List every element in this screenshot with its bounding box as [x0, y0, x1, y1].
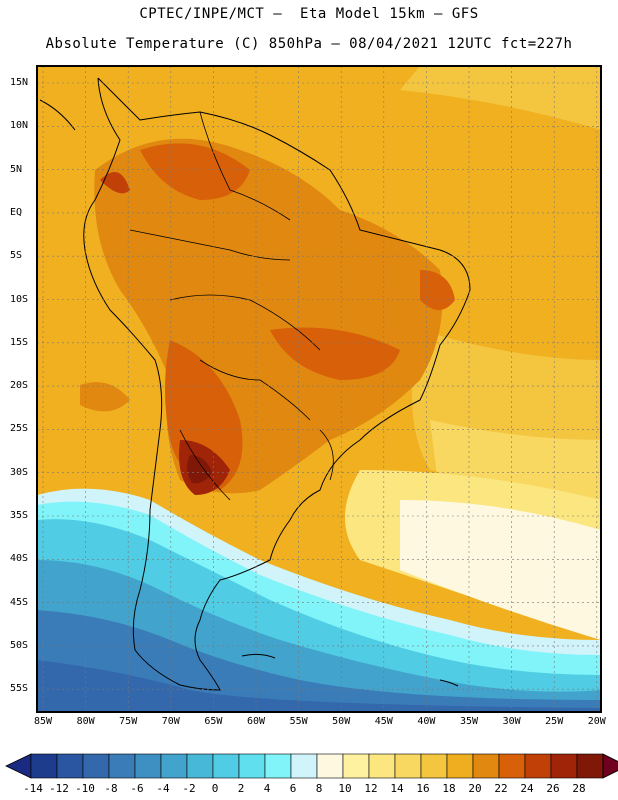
- colorbar-under-triangle: [5, 753, 32, 779]
- colorbar-swatch: [524, 753, 552, 779]
- colorbar-swatch: [238, 753, 266, 779]
- latitude-label: 15S: [10, 336, 29, 348]
- colorbar-tick-label: 8: [315, 782, 323, 795]
- colorbar-tick-label: 14: [390, 782, 404, 795]
- latitude-label: EQ: [10, 206, 23, 218]
- colorbar-swatch: [134, 753, 162, 779]
- colorbar-tick-label: 20: [468, 782, 482, 795]
- colorbar-tick-label: 22: [494, 782, 508, 795]
- colorbar-tick-label: 4: [263, 782, 271, 795]
- colorbar-swatch: [368, 753, 396, 779]
- latitude-label: 45S: [10, 596, 29, 608]
- colorbar-tick-label: -2: [182, 782, 196, 795]
- colorbar-swatch: [212, 753, 240, 779]
- longitude-label: 85W: [33, 716, 53, 727]
- longitude-label: 55W: [289, 716, 308, 727]
- longitude-label: 45W: [374, 716, 393, 727]
- colorbar-tick-label: 24: [520, 782, 534, 795]
- latitude-label: 50S: [10, 639, 29, 651]
- colorbar-swatch: [108, 753, 136, 779]
- longitude-label: 75W: [119, 716, 138, 727]
- colorbar-swatch: [550, 753, 578, 779]
- colorbar-swatch: [316, 753, 344, 779]
- country-borders: [129, 111, 334, 501]
- colorbar-swatch: [394, 753, 422, 779]
- colorbar-tick-label: -14: [23, 782, 43, 795]
- longitude-label: 65W: [204, 716, 223, 727]
- map-frame: [36, 65, 602, 713]
- colorbar-tick-label: 26: [546, 782, 560, 795]
- colorbar-tick-label: -8: [104, 782, 118, 795]
- colorbar-swatch: [82, 753, 110, 779]
- latitude-label: 30S: [10, 466, 29, 478]
- latitude-label: 10S: [10, 293, 29, 305]
- colorbar-tick-label: -4: [156, 782, 170, 795]
- colorbar-swatch: [472, 753, 500, 779]
- colorbar-swatch: [420, 753, 448, 779]
- colorbar-swatch: [56, 753, 84, 779]
- colorbar-swatch: [446, 753, 474, 779]
- colorbar-swatch: [576, 753, 604, 779]
- colorbar: [5, 753, 618, 779]
- colorbar-swatch: [498, 753, 526, 779]
- graticule: [37, 66, 601, 712]
- map-title-line1: CPTEC/INPE/MCT – Eta Model 15km – GFS: [139, 6, 479, 22]
- longitude-label: 80W: [76, 716, 95, 727]
- latitude-label: 35S: [10, 510, 29, 521]
- latitude-label: 25S: [10, 423, 29, 435]
- longitude-label: 40W: [417, 716, 436, 727]
- colorbar-tick-label: -10: [75, 782, 95, 795]
- longitude-label: 30W: [502, 716, 521, 727]
- colorbar-swatch: [342, 753, 370, 779]
- map-title-line2: Absolute Temperature (C) 850hPa – 08/04/…: [45, 36, 573, 52]
- colorbar-swatch: [30, 753, 58, 779]
- colorbar-over-triangle: [602, 753, 618, 779]
- longitude-label: 50W: [332, 716, 351, 727]
- colorbar-tick-label: -6: [130, 782, 144, 795]
- colorbar-tick-label: 2: [237, 782, 245, 795]
- longitude-label: 20W: [587, 716, 606, 727]
- temperature-field: [37, 66, 601, 712]
- latitude-label: 15N: [10, 77, 29, 88]
- colorbar-swatch: [264, 753, 292, 779]
- latitude-label: 40S: [10, 553, 29, 565]
- colorbar-tick-label: 0: [211, 782, 219, 795]
- longitude-label: 60W: [246, 716, 266, 727]
- latitude-label: 55S: [10, 683, 29, 695]
- colorbar-tick-label: 12: [364, 782, 378, 795]
- colorbar-tick-label: 10: [338, 782, 352, 795]
- latitude-label: 5N: [10, 163, 23, 175]
- longitude-label: 70W: [161, 716, 180, 727]
- colorbar-tick-label: 28: [572, 782, 586, 795]
- colorbar-tick-label: 16: [416, 782, 430, 795]
- colorbar-swatch: [160, 753, 188, 779]
- colorbar-tick-label: 6: [289, 782, 297, 795]
- longitude-label: 25W: [545, 716, 564, 727]
- colorbar-tick-label: -12: [49, 782, 69, 795]
- colorbar-swatch: [290, 753, 318, 779]
- latitude-label: 5S: [10, 250, 23, 262]
- longitude-label: 35W: [459, 716, 479, 727]
- colorbar-tick-label: 18: [442, 782, 456, 795]
- colorbar-swatch: [186, 753, 214, 779]
- latitude-label: 10N: [10, 120, 29, 132]
- latitude-label: 20S: [10, 380, 29, 392]
